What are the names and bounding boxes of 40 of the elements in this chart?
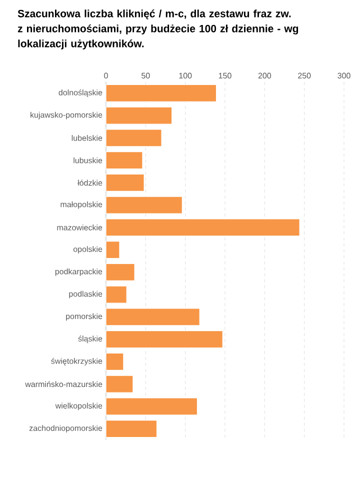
y-tick-label: podkarpackie <box>55 268 102 276</box>
y-tick-label: świętokrzyskie <box>51 358 102 366</box>
bar <box>106 196 182 214</box>
y-tick-label: opolskie <box>73 246 102 254</box>
bar <box>106 106 172 124</box>
bar <box>106 352 124 370</box>
y-tick-label: zachodniopomorskie <box>29 425 102 433</box>
bar <box>106 330 223 348</box>
y-tick-label: podlaskie <box>69 290 102 298</box>
x-tick-label: 150 <box>218 72 232 78</box>
y-tick-label: śląskie <box>78 336 102 344</box>
bar <box>106 152 143 170</box>
chart-title: Szacunkowa liczba kliknięć / m-c, dla zestawu fraz zw. z nieruchomościami, przy budżecie 100 zł dziennie - wg lokalizacji użytkowników. <box>18 10 298 50</box>
bar <box>106 375 134 393</box>
bar <box>106 286 127 304</box>
y-tick-label: lubuskie <box>74 157 102 164</box>
bar <box>106 218 300 236</box>
y-tick-label: dolnośląskie <box>58 89 102 97</box>
y-tick-label: warmińsko-mazurskie <box>25 381 102 388</box>
y-tick-label: małopolskie <box>60 201 102 209</box>
x-tick-label: 0 <box>104 72 108 78</box>
bar <box>106 398 198 416</box>
x-tick-label: 300 <box>338 72 350 78</box>
bar <box>106 241 120 259</box>
y-tick-label: pomorskie <box>66 313 102 321</box>
x-tick-label: 200 <box>258 72 272 78</box>
bar <box>106 420 158 438</box>
bar <box>106 308 200 326</box>
x-tick-label: 250 <box>298 72 311 78</box>
y-tick-label: kujawsko-pomorskie <box>30 112 102 120</box>
bar <box>106 263 135 281</box>
y-tick-label: lubelskie <box>72 135 102 141</box>
bar <box>106 174 144 192</box>
y-tick-label: mazowieckie <box>57 224 102 230</box>
x-tick-label: 50 <box>142 72 150 78</box>
x-tick-label: 100 <box>179 72 192 78</box>
bar <box>106 129 162 147</box>
bar <box>106 84 217 102</box>
y-tick-label: wielkopolskie <box>55 402 102 410</box>
y-tick-label: łódzkie <box>78 180 102 186</box>
